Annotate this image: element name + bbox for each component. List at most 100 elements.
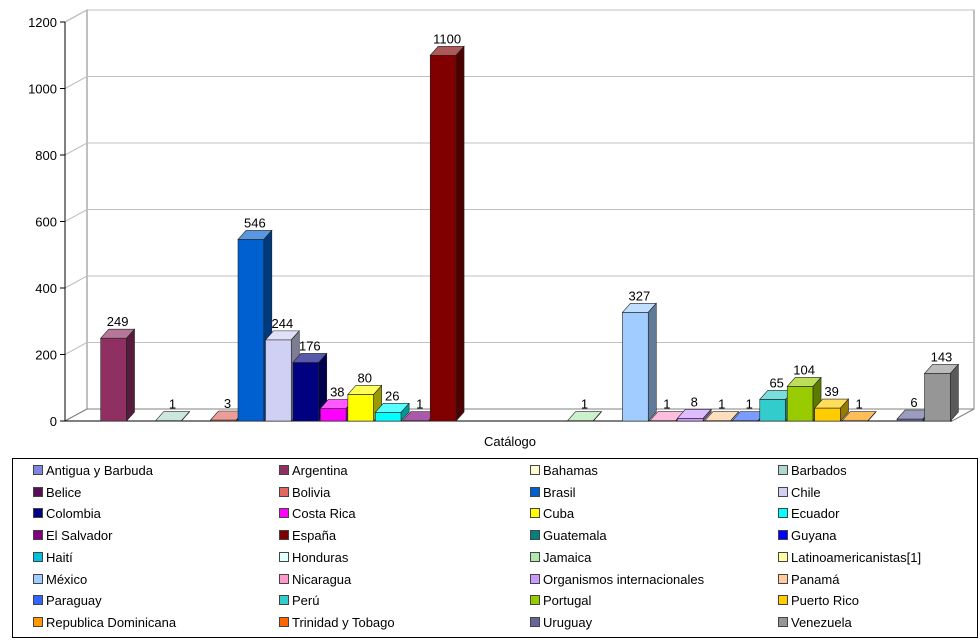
data-label: 80 — [358, 370, 372, 385]
bar-front — [429, 54, 457, 422]
legend-label: Belice — [46, 484, 82, 500]
y-tick-label: 600 — [35, 215, 57, 230]
legend-swatch — [279, 595, 289, 606]
data-label: 1 — [169, 397, 176, 412]
legend-swatch — [530, 508, 540, 519]
bar-Panamá — [704, 410, 740, 422]
gridline — [64, 9, 88, 23]
bar-side — [593, 410, 602, 422]
legend-item: Honduras — [279, 548, 348, 568]
data-label: 1 — [581, 397, 588, 412]
data-labels: 249 1 3 546 244 176 38 80 26 1 1100 1 327 1 8 1 1 65 104 39… — [107, 31, 953, 411]
legend-item: Puerto Rico — [778, 591, 859, 611]
bar-front — [265, 339, 292, 422]
gridline — [64, 209, 88, 222]
bar-Barbados — [154, 410, 191, 422]
legend-swatch — [33, 616, 43, 627]
bar-side — [702, 408, 712, 422]
legend-swatch — [279, 616, 289, 627]
legend-item: España — [279, 526, 336, 546]
legend-label: Antigua y Barbuda — [46, 463, 153, 478]
legend-label: El Salvador — [46, 528, 113, 544]
legend-swatch — [279, 530, 289, 541]
legend-label: Ecuador — [791, 506, 840, 522]
data-label: 1 — [718, 397, 725, 412]
legend-swatch — [279, 508, 289, 519]
legend-label: Barbados — [791, 463, 847, 478]
bar-Venezuela — [923, 363, 960, 422]
legend-swatch — [279, 465, 289, 475]
legend-swatch — [530, 465, 540, 475]
bar-front — [292, 362, 320, 422]
legend-label: Costa Rica — [292, 506, 356, 522]
bar-Jamaica — [566, 410, 603, 422]
legend-item: Ecuador — [778, 504, 839, 524]
bar-side — [950, 363, 959, 422]
legend-label: Bahamas — [543, 463, 598, 478]
legend-item: Colombia — [33, 504, 101, 524]
legend: Antigua y Barbuda Argentina Bahamas Barbado… — [12, 458, 978, 638]
legend-item: Venezuela — [778, 613, 852, 633]
data-label: 6 — [910, 395, 917, 410]
data-label: 8 — [691, 394, 698, 409]
data-label: 39 — [824, 384, 838, 399]
gridline — [64, 275, 88, 289]
legend-swatch — [33, 486, 43, 497]
bar-front — [622, 311, 649, 422]
legend-swatch — [33, 595, 43, 606]
legend-swatch — [778, 465, 788, 475]
legend-item: Latinoamericanistas[1] — [778, 548, 921, 568]
bars — [100, 45, 960, 422]
legend-item: Costa Rica — [279, 504, 356, 524]
y-tick-label: 1200 — [28, 15, 57, 30]
legend-swatch — [33, 530, 43, 541]
legend-label: Haití — [46, 549, 73, 565]
bar-front — [786, 386, 814, 422]
legend-item: Jamaica — [530, 548, 591, 568]
legend-item: Panamá — [778, 570, 839, 590]
bar-front — [677, 418, 704, 422]
data-label: 1 — [855, 397, 862, 412]
legend-item: Bahamas — [530, 461, 598, 481]
legend-swatch — [279, 486, 289, 497]
legend-swatch — [778, 595, 788, 606]
bar-side — [181, 410, 190, 422]
legend-label: Trinidad y Tobago — [292, 614, 395, 630]
bar-side — [730, 410, 739, 422]
data-label: 546 — [244, 215, 266, 230]
legend-label: Portugal — [543, 593, 592, 609]
legend-label: Venezuela — [791, 614, 852, 630]
legend-swatch — [530, 595, 540, 606]
data-label: 38 — [330, 384, 344, 399]
legend-swatch — [530, 486, 540, 497]
legend-label: Republica Dominicana — [46, 614, 177, 630]
gridline — [64, 76, 88, 89]
y-tick-label: 200 — [35, 348, 57, 363]
legend-label: Argentina — [292, 463, 348, 478]
legend-swatch — [778, 530, 788, 541]
legend-item: Cuba — [530, 504, 574, 524]
data-label: 65 — [769, 375, 783, 390]
legend-item: Portugal — [530, 591, 591, 611]
x-axis-label: Catálogo — [484, 434, 536, 449]
legend-label: Chile — [791, 484, 821, 500]
data-label: 1 — [746, 397, 753, 412]
legend-swatch — [778, 551, 788, 562]
legend-swatch — [33, 465, 43, 475]
legend-item: Guyana — [778, 526, 837, 546]
legend-label: Honduras — [292, 549, 349, 565]
bar-side — [647, 302, 657, 422]
legend-item: Trinidad y Tobago — [279, 613, 395, 633]
legend-label: Uruguay — [543, 614, 593, 630]
y-tick-label: 400 — [35, 281, 57, 296]
bar-México — [621, 302, 657, 422]
data-label: 1100 — [433, 31, 461, 46]
legend-label: Puerto Rico — [791, 593, 859, 609]
bar-front — [347, 394, 374, 422]
legend-item: Paraguay — [33, 591, 102, 611]
legend-item: Bolivia — [279, 483, 330, 503]
bar-side — [126, 328, 135, 422]
legend-label: Panamá — [791, 571, 840, 587]
data-label: 244 — [272, 316, 294, 331]
